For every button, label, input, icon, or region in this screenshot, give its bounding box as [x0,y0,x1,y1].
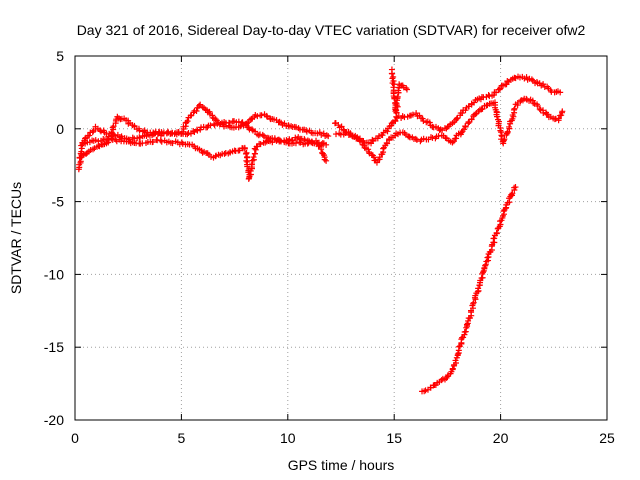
y-tick-label: 5 [56,48,64,64]
x-axis-label: GPS time / hours [288,457,395,473]
x-tick-label: 10 [280,430,296,446]
x-tick-label: 25 [599,430,615,446]
chart-background [0,0,640,480]
x-tick-label: 15 [386,430,402,446]
chart-title: Day 321 of 2016, Sidereal Day-to-day VTE… [77,22,586,38]
y-tick-label: 0 [56,121,64,137]
chart-root: Day 321 of 2016, Sidereal Day-to-day VTE… [0,0,640,480]
y-axis-label: SDTVAR / TECUs [8,182,24,294]
x-tick-label: 0 [71,430,79,446]
y-tick-label: -20 [44,412,64,428]
x-tick-label: 5 [178,430,186,446]
y-tick-label: -15 [44,339,64,355]
y-tick-label: -5 [52,194,65,210]
sdtvar-scatter-chart: Day 321 of 2016, Sidereal Day-to-day VTE… [0,0,640,480]
y-tick-label: -10 [44,266,64,282]
x-tick-label: 20 [493,430,509,446]
